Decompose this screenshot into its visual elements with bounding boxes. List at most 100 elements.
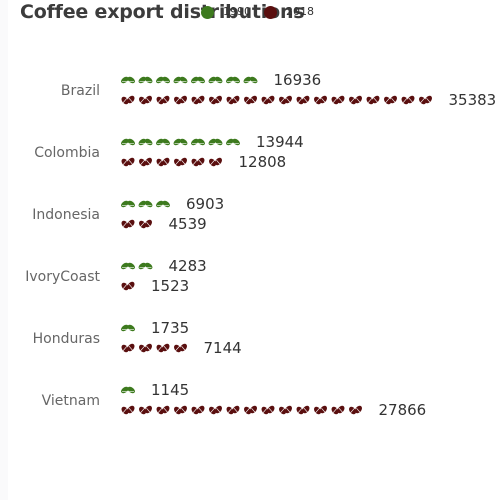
legend-swatch-2018 [264,6,277,19]
coffee-bean-icon [156,95,170,105]
coffee-leaf-icon [156,200,170,208]
coffee-leaf-icon [121,138,135,146]
coffee-leaf-icon [243,76,258,84]
coffee-bean-icon [349,95,362,105]
coffee-bean-icon [349,405,362,415]
category-label: Colombia [34,145,100,161]
value-label-2018: 1523 [151,277,189,295]
bar-2018-vietnam[interactable]: 27866 [120,401,426,419]
value-label-1990: 16936 [274,71,322,89]
coffee-bean-icon [174,343,187,353]
chart-title: Coffee export distributions [20,1,305,23]
coffee-bean-icon [331,95,345,105]
category-honduras: Honduras 1735 7144 [33,319,242,357]
category-indonesia: Indonesia 6903 4539 [32,195,224,233]
coffee-bean-icon [139,157,152,167]
coffee-bean-icon [191,405,205,415]
coffee-bean-icon [121,157,135,167]
coffee-bean-icon [261,95,275,105]
coffee-bean-icon [296,405,310,415]
bar-1990-colombia[interactable]: 13944 [120,133,304,151]
value-label-2018: 7144 [204,339,242,357]
coffee-bean-icon [279,95,292,105]
bar-2018-ivorycoast[interactable]: 1523 [120,277,189,295]
value-label-2018: 4539 [169,215,207,233]
coffee-leaf-icon [208,138,223,146]
bar-2018-honduras[interactable]: 7144 [120,339,242,357]
value-label-2018: 12808 [239,153,287,171]
coffee-bean-icon [209,405,222,415]
coffee-bean-icon [121,219,135,229]
coffee-bean-icon [279,405,292,415]
coffee-bean-icon [174,95,187,105]
coffee-bean-icon [139,95,152,105]
coffee-bean-icon [226,405,240,415]
coffee-bean-icon [419,95,432,105]
category-label: Indonesia [32,207,100,223]
value-label-1990: 1145 [151,381,189,399]
bar-1990-vietnam[interactable]: 1145 [120,381,189,399]
coffee-leaf-icon [121,386,135,394]
category-label: Honduras [33,331,100,347]
coffee-bean-icon [174,405,187,415]
coffee-bean-icon [314,95,327,105]
coffee-leaf-icon [226,76,240,84]
coffee-leaf-icon [121,324,135,332]
coffee-bean-icon [314,405,327,415]
coffee-bean-icon [384,95,397,105]
category-label: IvoryCoast [25,269,100,285]
bar-2018-brazil[interactable]: 35383 [120,91,496,109]
legend-label-2018: 2018 [286,5,314,18]
coffee-bean-icon [156,343,170,353]
coffee-bean-icon [121,343,135,353]
coffee-bean-icon [244,405,257,415]
coffee-leaf-icon [208,76,223,84]
coffee-leaf-icon [138,262,153,270]
coffee-bean-icon [121,281,135,291]
coffee-leaf-icon [191,76,205,84]
bar-1990-indonesia[interactable]: 6903 [120,195,224,213]
coffee-bean-icon [226,95,240,105]
legend-label-1990: 1990 [223,5,251,18]
coffee-leaf-icon [156,76,170,84]
coffee-bean-icon [139,405,152,415]
coffee-bean-icon [139,343,152,353]
coffee-bean-icon [331,405,345,415]
coffee-bean-icon [191,157,205,167]
coffee-leaf-icon [121,200,135,208]
coffee-bean-icon [366,95,380,105]
coffee-bean-icon [156,405,170,415]
coffee-leaf-icon [191,138,205,146]
coffee-bean-icon [209,157,222,167]
coffee-bean-icon [209,95,222,105]
bar-1990-brazil[interactable]: 16936 [120,71,321,89]
coffee-bean-icon [191,95,205,105]
coffee-bean-icon [296,95,310,105]
coffee-leaf-icon [173,76,188,84]
coffee-bean-icon [401,95,415,105]
value-label-1990: 6903 [186,195,224,213]
bar-2018-indonesia[interactable]: 4539 [120,215,207,233]
category-colombia: Colombia 13944 12808 [34,133,304,171]
coffee-leaf-icon [173,138,188,146]
value-label-2018: 35383 [449,91,497,109]
coffee-bean-icon [261,405,275,415]
coffee-bean-icon [156,157,170,167]
bar-1990-ivorycoast[interactable]: 4283 [120,257,207,275]
category-brazil: Brazil 16936 35383 [61,71,496,109]
legend-swatch-1990 [201,6,214,19]
coffee-leaf-icon [138,200,153,208]
value-label-2018: 27866 [379,401,427,419]
value-label-1990: 13944 [256,133,304,151]
coffee-leaf-icon [156,138,170,146]
bar-1990-honduras[interactable]: 1735 [120,319,189,337]
value-label-1990: 4283 [169,257,207,275]
category-label: Vietnam [42,393,100,409]
coffee-leaf-icon [121,76,135,84]
coffee-bean-icon [139,219,152,229]
coffee-leaf-icon [138,138,153,146]
pictorial-bar-chart: Brazil 16936 35383 Colombia 13944 12808 Indone… [25,71,496,419]
bar-2018-colombia[interactable]: 12808 [120,153,286,171]
chart-card: Brazil 16936 35383 Colombia 13944 12808 Indone… [8,0,500,500]
category-vietnam: Vietnam 1145 27866 [42,381,427,419]
